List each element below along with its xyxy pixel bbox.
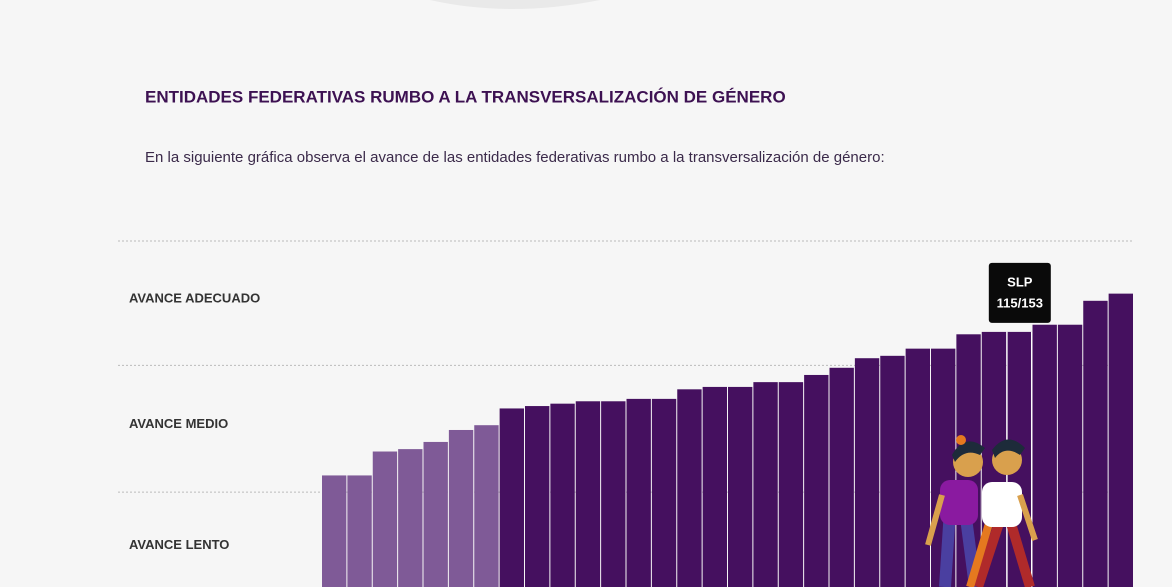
illustration xyxy=(925,435,1038,587)
bar xyxy=(829,367,854,587)
tooltip-category: SLP xyxy=(1007,274,1033,289)
bar xyxy=(880,355,905,587)
tooltip xyxy=(988,262,1051,323)
bar xyxy=(1057,324,1083,587)
band-label: AVANCE LENTO xyxy=(129,537,229,552)
bar xyxy=(651,398,677,587)
bar xyxy=(525,406,550,587)
bar xyxy=(1083,300,1108,587)
bar xyxy=(1108,293,1133,587)
bar xyxy=(423,441,448,587)
bar xyxy=(550,403,575,587)
bar xyxy=(778,382,804,587)
bar xyxy=(347,475,372,587)
bar xyxy=(753,382,778,587)
bar xyxy=(372,451,398,587)
bar xyxy=(575,401,601,587)
bar xyxy=(905,348,930,587)
bar xyxy=(854,358,880,587)
bar xyxy=(1032,324,1057,587)
decoration xyxy=(430,0,600,9)
bar xyxy=(398,449,423,587)
bar xyxy=(474,425,499,587)
band-label: AVANCE ADECUADO xyxy=(129,291,260,306)
tooltip-value: 115/153 xyxy=(997,295,1043,310)
bar xyxy=(728,386,753,587)
bar xyxy=(322,475,347,587)
bar xyxy=(702,386,727,587)
bar xyxy=(499,408,524,587)
bar xyxy=(804,374,829,587)
bar xyxy=(601,401,626,587)
bar xyxy=(448,429,474,587)
section-title: ENTIDADES FEDERATIVAS RUMBO A LA TRANSVE… xyxy=(145,87,786,106)
bar xyxy=(677,389,702,587)
bar xyxy=(626,398,651,587)
band-label: AVANCE MEDIO xyxy=(129,416,228,431)
intro-text: En la siguiente gráfica observa el avanc… xyxy=(145,149,885,166)
